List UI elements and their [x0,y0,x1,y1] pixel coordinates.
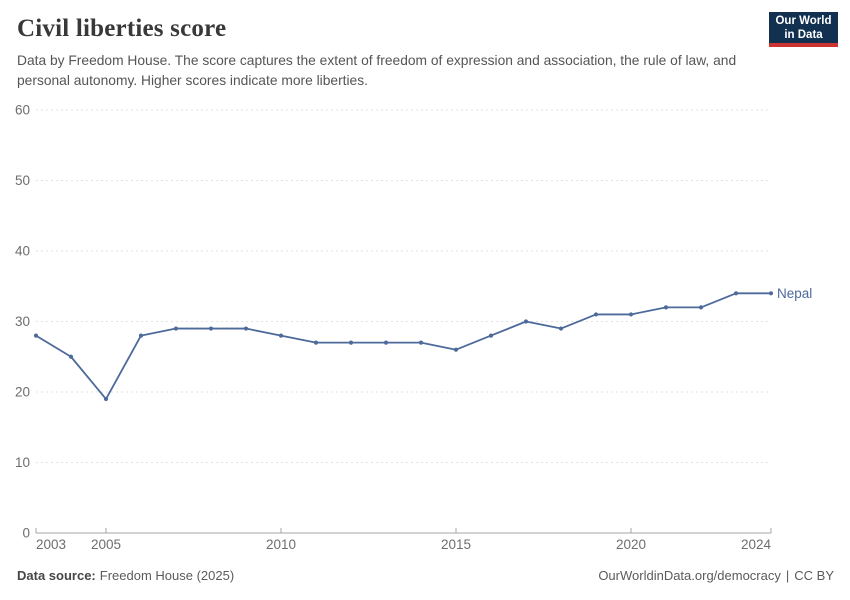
data-point[interactable] [453,347,459,352]
x-axis-tick-label: 2024 [741,537,772,552]
y-axis-tick-label: 20 [15,385,30,400]
data-point[interactable] [348,340,354,345]
data-source: Data source: Freedom House (2025) [17,568,234,583]
data-point[interactable] [733,291,739,296]
x-axis-tick-label: 2010 [266,537,296,552]
data-point[interactable] [138,333,144,338]
owid-logo[interactable]: Our World in Data [769,12,838,47]
chart-subtitle: Data by Freedom House. The score capture… [17,53,737,88]
y-axis-tick-label: 60 [15,103,30,118]
cc-by-link[interactable]: CC BY [794,568,834,583]
data-point[interactable] [488,333,494,338]
owid-logo-line1: Our World [775,14,832,27]
data-point[interactable] [628,312,634,317]
series-line[interactable] [35,292,772,400]
chart-footer: Data source: Freedom House (2025) OurWorl… [17,568,834,583]
data-point[interactable] [33,333,39,338]
y-axis-tick-label: 10 [15,455,30,470]
data-source-label: Data source: [17,568,96,583]
y-axis-tick-label: 0 [22,526,30,541]
data-point[interactable] [593,312,599,317]
data-point[interactable] [243,326,249,331]
data-point[interactable] [698,305,704,310]
footer-attribution: OurWorldinData.org/democracy | CC BY [598,568,834,583]
data-point[interactable] [523,319,529,324]
y-axis-tick-label: 50 [15,173,30,188]
data-point[interactable] [558,326,564,331]
page-title: Civil liberties score [17,15,227,42]
owid-logo-box: Our World in Data [769,12,838,43]
data-point[interactable] [418,340,424,345]
x-axis-tick-label: 2015 [441,537,471,552]
data-point[interactable] [208,326,214,331]
series-end-label: Nepal [777,286,812,301]
y-axis-tick-label: 40 [15,244,30,259]
data-point[interactable] [663,305,669,310]
data-point[interactable] [383,340,389,345]
owid-url-link[interactable]: OurWorldinData.org/democracy [598,568,781,583]
data-point[interactable] [103,396,109,402]
owid-logo-redbar [769,43,838,47]
data-point[interactable] [68,354,74,359]
data-point[interactable] [768,291,774,296]
data-point[interactable] [173,326,179,331]
x-axis-tick-label: 2020 [616,537,646,552]
data-point[interactable] [313,340,319,345]
footer-separator: | [785,568,790,583]
owid-logo-line2: in Data [784,28,823,41]
x-axis-tick-label: 2005 [91,537,121,552]
data-source-value: Freedom House (2025) [99,568,235,583]
y-axis-tick-label: 30 [15,314,30,329]
data-point[interactable] [278,333,284,338]
x-axis-tick-label: 2003 [36,537,66,552]
